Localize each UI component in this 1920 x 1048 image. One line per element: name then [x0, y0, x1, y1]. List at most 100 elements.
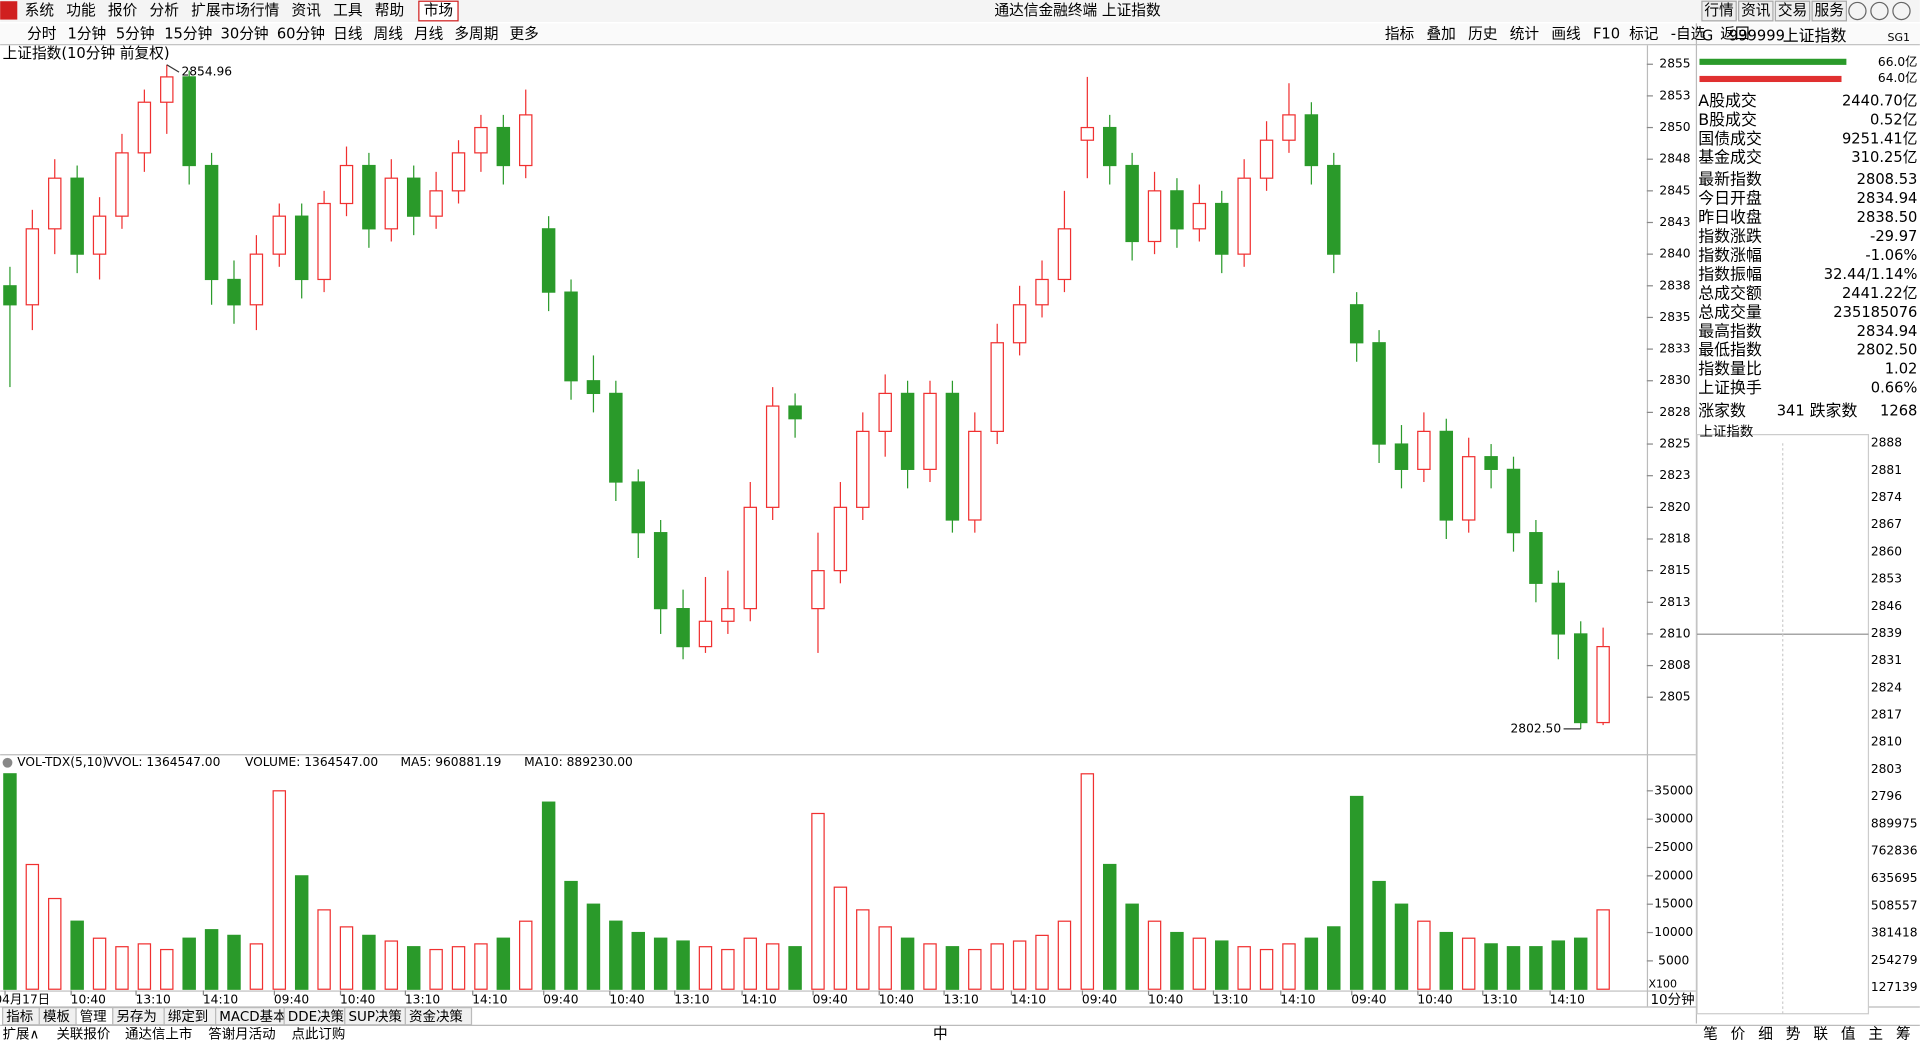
panel-tab[interactable]: 联 — [1813, 1026, 1828, 1043]
maximize-button[interactable] — [1870, 1, 1889, 21]
quote-label: 指数量比 — [1698, 359, 1762, 378]
title-button[interactable] — [1811, 0, 1848, 22]
panel-tab[interactable]: 笔 — [1703, 1026, 1718, 1043]
close-button[interactable] — [1892, 1, 1911, 21]
quote-value: 235185076 — [1833, 304, 1917, 321]
mini-price-label: 2810 — [1871, 735, 1902, 749]
tool-button[interactable]: 指标 — [1385, 25, 1415, 42]
indicator-icon[interactable] — [2, 757, 13, 768]
tool-button[interactable]: -自选 — [1671, 25, 1706, 42]
volume-bar — [1259, 948, 1274, 990]
title-button[interactable] — [1701, 0, 1737, 22]
status-item[interactable]: 关联报价 — [56, 1027, 110, 1043]
period-tab[interactable]: 15分钟 — [164, 25, 212, 42]
title-button-label: 交易 — [1778, 1, 1807, 19]
panel-tab[interactable]: 筹 — [1896, 1026, 1911, 1043]
status-item[interactable]: 通达信上市 — [125, 1026, 192, 1043]
volume-bar — [474, 943, 488, 990]
status-item[interactable]: 答谢月活动 — [208, 1026, 275, 1043]
quote-value: 0.66% — [1871, 380, 1918, 397]
mini-price-label: 2846 — [1871, 599, 1902, 613]
period-tab[interactable]: 5分钟 — [116, 25, 155, 42]
menu-item[interactable]: 帮助 — [375, 2, 404, 19]
volume-bar — [1304, 937, 1319, 990]
tool-button[interactable]: 画线 — [1551, 25, 1581, 42]
volume-bar — [743, 937, 758, 990]
y-tick-label: 2815 — [1659, 563, 1690, 577]
title-button[interactable] — [1738, 0, 1774, 22]
period-tab[interactable]: 分时 — [27, 25, 57, 42]
menu-item[interactable]: 系统 — [25, 2, 55, 19]
more-tab[interactable]: 更多 — [509, 25, 538, 42]
status-item[interactable]: 点此订购 — [292, 1027, 346, 1043]
menu-item[interactable]: 扩展市场行情 — [191, 2, 279, 19]
menu-item[interactable]: 工具 — [333, 2, 363, 19]
candle-body — [833, 506, 848, 572]
volume-bar — [1439, 931, 1454, 990]
y-tick-label: 2813 — [1659, 595, 1690, 609]
tool-button[interactable]: 历史 — [1468, 25, 1498, 42]
bottom-tab-label: DDE决策 — [288, 1008, 345, 1025]
panel-tab[interactable]: 势 — [1786, 1026, 1801, 1043]
y-tick-label: 2848 — [1659, 152, 1690, 166]
menu-item[interactable]: 资讯 — [292, 2, 322, 19]
volume-bar — [70, 920, 84, 990]
candle-body — [137, 101, 152, 154]
period-tab[interactable]: 1分钟 — [67, 25, 106, 42]
tool-button[interactable]: F10 — [1593, 25, 1620, 42]
title-button-label: 服务 — [1815, 2, 1845, 19]
status-icon[interactable]: 中 — [933, 1026, 948, 1043]
panel-tab[interactable]: 细 — [1758, 1026, 1773, 1043]
quote-label: 指数涨幅 — [1698, 245, 1762, 264]
volume-bar — [384, 940, 399, 990]
period-tab[interactable]: 多周期 — [454, 25, 498, 42]
candle-body — [429, 190, 443, 217]
volume-bar — [115, 946, 129, 990]
candle-body — [676, 608, 690, 648]
quote-label: 基金成交 — [1698, 148, 1762, 167]
up-count: 341 — [1777, 402, 1805, 419]
candle-body — [1349, 304, 1364, 344]
volume-bar — [1506, 946, 1521, 990]
minimize-button[interactable] — [1848, 1, 1867, 21]
y-tick-label: 2820 — [1659, 500, 1690, 514]
menu-item[interactable]: 分析 — [150, 2, 180, 19]
candle-body — [811, 570, 825, 610]
active-menu[interactable]: 市场 — [424, 2, 453, 19]
candle-body — [923, 392, 937, 470]
candle-body — [317, 202, 331, 281]
tool-button[interactable]: 叠加 — [1426, 25, 1455, 42]
panel-tab[interactable]: 值 — [1841, 1026, 1856, 1043]
tool-button[interactable]: 标记 — [1629, 25, 1659, 42]
candle-body — [1259, 139, 1274, 179]
tool-button[interactable]: 返回 — [1720, 25, 1749, 42]
volume-bar — [1012, 940, 1027, 990]
panel-tab[interactable]: 价 — [1731, 1026, 1746, 1043]
bottom-tab[interactable] — [404, 1006, 473, 1026]
candle-body — [1102, 126, 1117, 167]
period-tab[interactable]: 日线 — [333, 25, 363, 42]
volume-bar — [1349, 795, 1364, 990]
menu-item[interactable]: 功能 — [66, 2, 96, 19]
panel-tab[interactable]: 主 — [1868, 1026, 1883, 1043]
volume-bar — [765, 943, 780, 990]
period-tab[interactable]: 30分钟 — [221, 25, 269, 42]
candle-body — [92, 215, 107, 255]
mini-price-label: 2853 — [1871, 572, 1902, 586]
volume-bar — [182, 937, 196, 990]
period-tab[interactable]: 周线 — [374, 25, 404, 42]
y-tick-label: 2830 — [1659, 373, 1690, 387]
volume-bar — [496, 937, 511, 990]
volume-bar — [1596, 909, 1610, 990]
y-tick-label: 2825 — [1659, 437, 1690, 451]
title-button[interactable] — [1774, 0, 1811, 22]
quote-value: 2440.70亿 — [1842, 93, 1917, 110]
volume-bar — [1215, 940, 1229, 990]
status-item[interactable]: 扩展∧ — [3, 1027, 40, 1043]
menu-item[interactable]: 报价 — [108, 2, 138, 19]
tool-button[interactable]: 统计 — [1510, 25, 1540, 42]
period-tab[interactable]: 月线 — [414, 25, 444, 42]
candle-body — [519, 114, 533, 167]
period-tab[interactable]: 60分钟 — [277, 25, 325, 42]
